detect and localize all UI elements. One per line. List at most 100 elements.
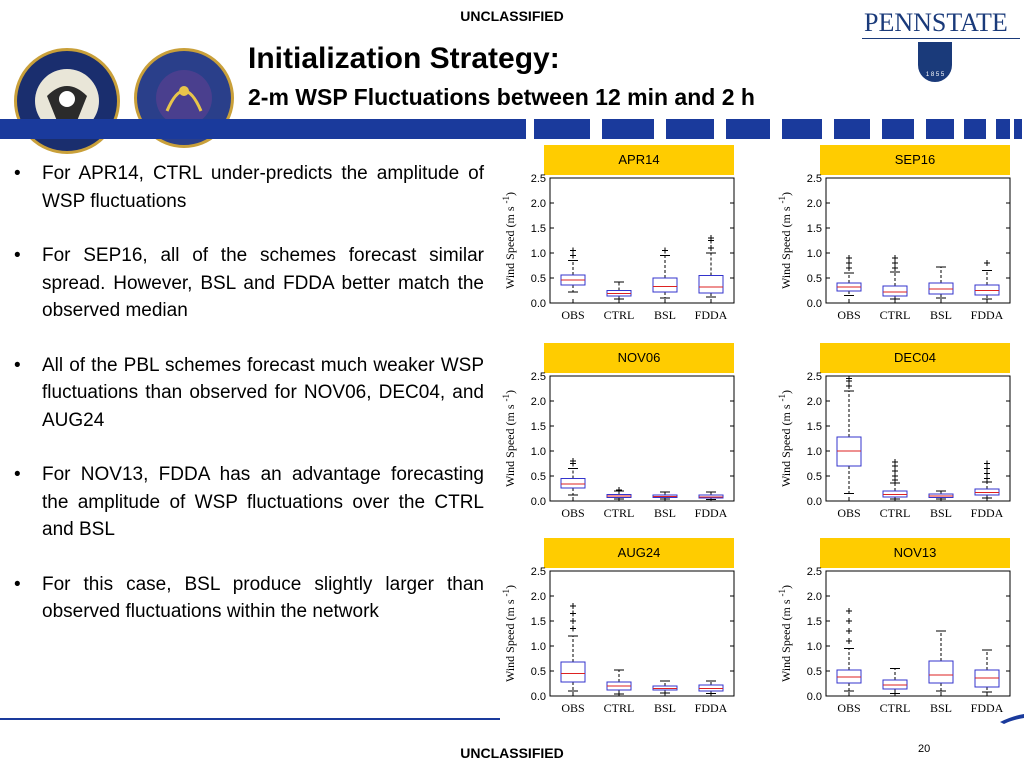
page-title: Initialization Strategy: xyxy=(248,42,560,75)
y-tick-label: 1.0 xyxy=(807,641,822,653)
plot-frame xyxy=(825,177,1011,304)
y-axis-label: Wind Speed (m s -1) xyxy=(777,390,793,487)
stripe-block xyxy=(666,119,714,139)
y-axis-label: Wind Speed (m s -1) xyxy=(777,585,793,682)
box xyxy=(928,660,954,684)
y-tick-label: 0.5 xyxy=(531,471,546,483)
chart-title: APR14 xyxy=(544,145,734,175)
box xyxy=(698,275,724,294)
bullet-text: For APR14, CTRL under-predicts the ampli… xyxy=(42,163,484,212)
y-tick-label: 1.5 xyxy=(531,616,546,628)
y-tick-label: 1.5 xyxy=(531,421,546,433)
chart-panel-aug24: AUG24 0.0 0.5 1.0 1.5 2.0 2.5 Wind Speed (m s -… xyxy=(500,538,740,728)
stripe-block xyxy=(996,119,1010,139)
brand-underline xyxy=(862,38,1020,39)
x-tick-label: BSL xyxy=(654,308,676,322)
y-tick-label: 0.5 xyxy=(531,666,546,678)
x-tick-label: CTRL xyxy=(604,506,635,520)
y-tick-label: 1.5 xyxy=(531,223,546,235)
boxplot-svg: 0.0 0.5 1.0 1.5 2.0 2.5 Wind Speed (m s -1) OBS… xyxy=(501,371,735,520)
chart-panel-nov13: NOV13 0.0 0.5 1.0 1.5 2.0 2.5 Wind Speed (m s -… xyxy=(776,538,1016,728)
y-tick-label: 1.0 xyxy=(807,446,822,458)
y-tick-label: 2.0 xyxy=(807,198,822,210)
x-tick-label: BSL xyxy=(654,701,676,715)
y-tick-label: 0.5 xyxy=(807,273,822,285)
y-tick-label: 1.0 xyxy=(531,446,546,458)
chart-title: DEC04 xyxy=(820,343,1010,373)
stripe-block xyxy=(882,119,914,139)
stripe-block xyxy=(1014,119,1022,139)
x-tick-label: OBS xyxy=(561,506,584,520)
x-tick-label: OBS xyxy=(837,506,860,520)
boxplot-svg: 0.0 0.5 1.0 1.5 2.0 2.5 Wind Speed (m s -1) OBS… xyxy=(501,566,735,715)
x-tick-label: OBS xyxy=(561,308,584,322)
page-subtitle: 2-m WSP Fluctuations between 12 min and … xyxy=(248,84,755,110)
bullet-list: • For APR14, CTRL under-predicts the ampl… xyxy=(14,160,484,653)
pennstate-shield-icon: 1 8 5 5 xyxy=(918,42,952,82)
x-tick-label: OBS xyxy=(837,308,860,322)
y-tick-label: 2.5 xyxy=(807,371,822,383)
x-tick-label: FDDA xyxy=(971,308,1004,322)
x-tick-label: BSL xyxy=(930,701,952,715)
box xyxy=(560,478,586,489)
plot-frame xyxy=(549,375,735,502)
y-tick-label: 0.0 xyxy=(807,496,822,508)
y-tick-label: 2.5 xyxy=(531,566,546,578)
chart-title: AUG24 xyxy=(544,538,734,568)
x-tick-label: CTRL xyxy=(880,506,911,520)
y-axis-label: Wind Speed (m s -1) xyxy=(777,192,793,289)
pennstate-logo: PENNSTATE xyxy=(864,8,1008,37)
chart-panel-nov06: NOV06 0.0 0.5 1.0 1.5 2.0 2.5 Wind Speed (m s -… xyxy=(500,343,740,528)
stripe-block xyxy=(534,119,590,139)
x-tick-label: FDDA xyxy=(971,701,1004,715)
y-tick-label: 2.5 xyxy=(807,566,822,578)
x-tick-label: OBS xyxy=(837,701,860,715)
y-tick-label: 2.5 xyxy=(807,173,822,185)
x-tick-label: FDDA xyxy=(971,506,1004,520)
classification-top: UNCLASSIFIED xyxy=(460,8,564,24)
y-tick-label: 1.5 xyxy=(807,421,822,433)
y-tick-label: 1.0 xyxy=(531,248,546,260)
y-tick-label: 2.0 xyxy=(807,396,822,408)
plot-frame xyxy=(825,375,1011,502)
bullet-item: • For APR14, CTRL under-predicts the ampl… xyxy=(14,163,484,212)
x-tick-label: CTRL xyxy=(604,701,635,715)
stripe-block xyxy=(964,119,986,139)
stripe-block xyxy=(782,119,822,139)
bullet-text: For SEP16, all of the schemes forecast s… xyxy=(42,245,484,321)
bullet-item: • All of the PBL schemes forecast much we… xyxy=(14,354,484,431)
header-stripe xyxy=(0,119,1022,139)
box xyxy=(560,661,586,683)
bullet-item: • For SEP16, all of the schemes forecast … xyxy=(14,245,484,321)
plot-frame xyxy=(549,177,735,304)
y-tick-label: 0.0 xyxy=(531,496,546,508)
y-tick-label: 1.0 xyxy=(807,248,822,260)
x-tick-label: CTRL xyxy=(880,701,911,715)
y-axis-label: Wind Speed (m s -1) xyxy=(501,192,517,289)
y-tick-label: 2.0 xyxy=(531,396,546,408)
y-tick-label: 2.5 xyxy=(531,173,546,185)
x-tick-label: CTRL xyxy=(604,308,635,322)
boxplot-svg: 0.0 0.5 1.0 1.5 2.0 2.5 Wind Speed (m s -1) OBS… xyxy=(777,566,1011,715)
chart-title: SEP16 xyxy=(820,145,1010,175)
chart-title: NOV13 xyxy=(820,538,1010,568)
bullet-item: • For NOV13, FDDA has an advantage foreca… xyxy=(14,464,484,540)
chart-panel-sep16: SEP16 0.0 0.5 1.0 1.5 2.0 2.5 Wind Speed (m s -… xyxy=(776,145,1016,330)
y-tick-label: 2.5 xyxy=(531,371,546,383)
stripe-block xyxy=(834,119,870,139)
boxplot-svg: 0.0 0.5 1.0 1.5 2.0 2.5 Wind Speed (m s -1) OBS… xyxy=(777,371,1011,520)
y-tick-label: 2.0 xyxy=(807,591,822,603)
y-axis-label: Wind Speed (m s -1) xyxy=(501,585,517,682)
y-tick-label: 0.5 xyxy=(807,471,822,483)
x-tick-label: BSL xyxy=(654,506,676,520)
classification-bottom: UNCLASSIFIED xyxy=(460,745,564,761)
bullet-text: For NOV13, FDDA has an advantage forecas… xyxy=(42,464,484,540)
footer-swoosh xyxy=(0,714,1024,724)
chart-panel-dec04: DEC04 0.0 0.5 1.0 1.5 2.0 2.5 Wind Speed (m s -… xyxy=(776,343,1016,528)
y-tick-label: 2.0 xyxy=(531,198,546,210)
x-tick-label: CTRL xyxy=(880,308,911,322)
stripe-block xyxy=(726,119,770,139)
y-axis-label: Wind Speed (m s -1) xyxy=(501,390,517,487)
x-tick-label: FDDA xyxy=(695,308,728,322)
box xyxy=(652,277,678,293)
